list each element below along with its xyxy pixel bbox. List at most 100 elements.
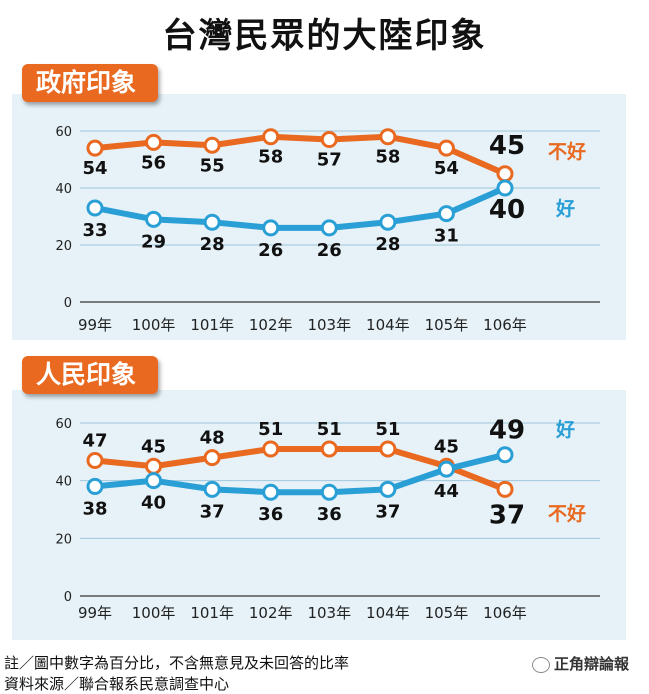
series-line (92, 185, 508, 231)
y-tick-label: 40 (55, 182, 72, 197)
legend-label: 好 (555, 418, 575, 441)
data-point (320, 131, 338, 149)
data-point (145, 472, 163, 490)
data-point (203, 449, 221, 467)
data-point (86, 451, 104, 469)
data-label: 26 (317, 240, 342, 261)
data-label: 56 (141, 152, 166, 173)
x-tick-label: 105年 (425, 316, 469, 334)
footnote: 註／圖中數字為百分比，不含無意見及未回答的比率 (4, 654, 350, 672)
data-point (437, 205, 455, 223)
data-label: 36 (258, 504, 283, 525)
data-label: 54 (82, 158, 107, 179)
wechat-icon (532, 656, 550, 673)
data-point (86, 139, 104, 157)
data-label: 38 (82, 498, 107, 519)
x-tick-label: 106年 (483, 316, 527, 334)
x-tick-label: 104年 (366, 604, 410, 622)
x-tick-label: 99年 (78, 604, 112, 622)
data-point (203, 480, 221, 498)
y-tick-label: 60 (55, 125, 72, 140)
data-label: 51 (375, 419, 400, 440)
data-label: 26 (258, 240, 283, 261)
x-tick-label: 102年 (249, 604, 293, 622)
y-tick-label: 0 (64, 296, 72, 311)
data-label: 29 (141, 231, 166, 252)
y-tick-label: 60 (55, 417, 72, 432)
data-point (496, 179, 514, 197)
x-tick-label: 102年 (249, 316, 293, 334)
series-line (92, 451, 508, 496)
legend-label: 不好 (548, 140, 586, 163)
data-label: 28 (200, 234, 225, 255)
data-label: 54 (434, 158, 459, 179)
chart-title-government: 政府印象 (22, 64, 159, 102)
data-point (262, 219, 280, 237)
data-label: 48 (200, 428, 225, 449)
watermark: 正角辯論報 (532, 653, 629, 674)
data-label: 45 (141, 436, 166, 457)
chart-panel-government (12, 94, 626, 340)
y-tick-label: 20 (55, 239, 72, 254)
x-tick-label: 99年 (78, 316, 112, 334)
data-label: 31 (434, 226, 459, 247)
source-note: 資料來源／聯合報系民意調查中心 (4, 675, 230, 693)
page-title: 台灣民眾的大陸印象 (162, 16, 487, 56)
data-point (86, 199, 104, 217)
data-label: 45 (434, 436, 459, 457)
data-point (496, 446, 514, 464)
x-tick-label: 100年 (132, 316, 176, 334)
series-line (92, 133, 508, 177)
data-point (379, 480, 397, 498)
data-point (145, 210, 163, 228)
x-tick-label: 103年 (307, 316, 351, 334)
data-point (320, 483, 338, 501)
data-point (145, 133, 163, 151)
y-tick-label: 0 (64, 590, 72, 605)
data-point (320, 440, 338, 458)
chart-title-people: 人民印象 (22, 356, 159, 394)
data-point (379, 213, 397, 231)
data-label: 58 (375, 147, 400, 168)
legend-label: 好 (555, 197, 575, 220)
data-label: 49 (489, 416, 525, 446)
data-point (437, 139, 455, 157)
data-label: 47 (82, 430, 107, 451)
data-point (437, 460, 455, 478)
data-point (262, 128, 280, 146)
data-point (379, 440, 397, 458)
data-label: 28 (375, 234, 400, 255)
data-label: 44 (434, 481, 459, 502)
data-point (203, 213, 221, 231)
data-point (262, 483, 280, 501)
data-label: 37 (489, 500, 525, 530)
data-label: 45 (489, 131, 525, 161)
y-tick-label: 40 (55, 475, 72, 490)
data-label: 57 (317, 150, 342, 171)
data-point (203, 136, 221, 154)
x-tick-label: 105年 (425, 604, 469, 622)
x-tick-label: 100年 (132, 604, 176, 622)
chart-panel-people (12, 390, 626, 640)
x-tick-label: 101年 (190, 604, 234, 622)
x-tick-label: 101年 (190, 316, 234, 334)
data-label: 37 (375, 501, 400, 522)
x-tick-label: 106年 (483, 604, 527, 622)
data-point (320, 219, 338, 237)
data-point (262, 440, 280, 458)
x-tick-label: 104年 (366, 316, 410, 334)
data-point (496, 480, 514, 498)
x-tick-label: 103年 (307, 604, 351, 622)
data-point (379, 128, 397, 146)
series-line (92, 445, 508, 493)
legend-label: 不好 (548, 502, 586, 525)
data-point (145, 457, 163, 475)
watermark-text: 正角辯論報 (554, 655, 630, 673)
data-label: 40 (141, 493, 166, 514)
data-label: 51 (317, 419, 342, 440)
data-point (86, 477, 104, 495)
data-label: 51 (258, 419, 283, 440)
data-label: 58 (258, 147, 283, 168)
